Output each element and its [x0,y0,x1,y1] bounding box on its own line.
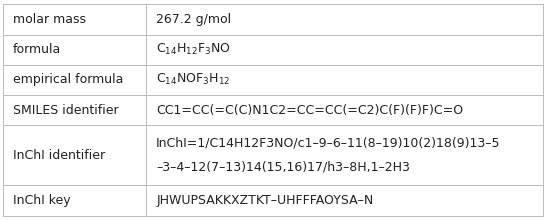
Text: 267.2 g/mol: 267.2 g/mol [156,13,232,26]
Text: InChI key: InChI key [13,194,70,207]
Text: –3–4–12(7–13)14(15,16)17/h3–8H,1–2H3: –3–4–12(7–13)14(15,16)17/h3–8H,1–2H3 [156,161,410,174]
Text: C$_{14}$H$_{12}$F$_{3}$NO: C$_{14}$H$_{12}$F$_{3}$NO [156,42,231,57]
Text: molar mass: molar mass [13,13,86,26]
Text: CC1=CC(=C(C)N1C2=CC=CC(=C2)C(F)(F)F)C=O: CC1=CC(=C(C)N1C2=CC=CC(=C2)C(F)(F)F)C=O [156,103,463,117]
Text: InChI identifier: InChI identifier [13,149,105,162]
Text: empirical formula: empirical formula [13,73,123,86]
Text: SMILES identifier: SMILES identifier [13,103,118,117]
Text: formula: formula [13,43,61,56]
Text: InChI=1/C14H12F3NO/c1–9–6–11(8–19)10(2)18(9)13–5: InChI=1/C14H12F3NO/c1–9–6–11(8–19)10(2)1… [156,137,501,150]
Text: C$_{14}$NOF$_{3}$H$_{12}$: C$_{14}$NOF$_{3}$H$_{12}$ [156,72,230,87]
Text: JHWUPSAKKXZTKT–UHFFFAOYSA–N: JHWUPSAKKXZTKT–UHFFFAOYSA–N [156,194,373,207]
